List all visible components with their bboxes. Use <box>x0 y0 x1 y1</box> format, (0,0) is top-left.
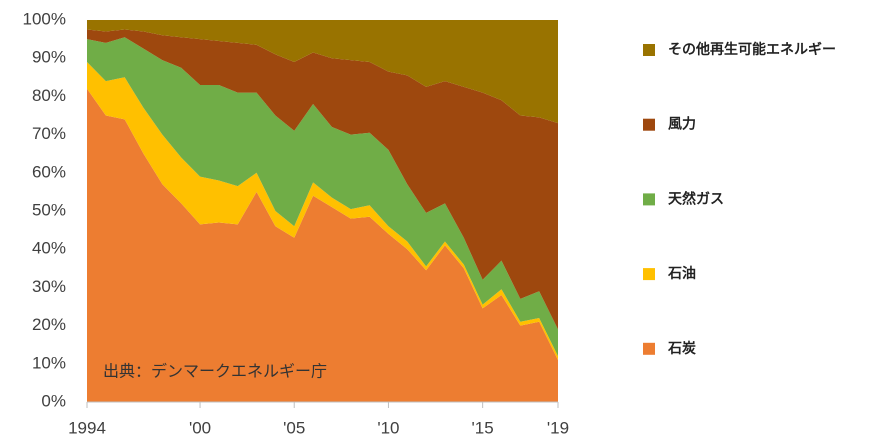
area <box>87 37 558 357</box>
y-tick-label: 20% <box>32 315 66 334</box>
y-tick-label: 0% <box>41 391 66 410</box>
x-tick-label: '05 <box>283 418 305 437</box>
y-tick-label: 40% <box>32 239 66 258</box>
x-tick-label: '10 <box>377 418 399 437</box>
x-tick-label: '00 <box>189 418 211 437</box>
y-tick-label: 60% <box>32 162 66 181</box>
legend-label: 風力 <box>668 116 696 133</box>
legend-swatch <box>643 342 655 355</box>
legend-label: 石炭 <box>667 340 696 357</box>
annotation: 出典：デンマークエネルギー庁 <box>103 362 327 381</box>
y-tick-label: 100% <box>23 9 66 28</box>
y-tick-label: 90% <box>32 48 66 67</box>
legend-swatch <box>643 193 655 206</box>
y-tick-label: 80% <box>32 86 66 105</box>
y-tick-label: 70% <box>32 124 66 143</box>
legend-swatch <box>643 268 655 281</box>
legend-swatch <box>643 44 655 56</box>
legend-swatch <box>643 118 655 131</box>
legend-label: 石油 <box>667 265 696 282</box>
area <box>87 20 558 124</box>
legend-label: その他再生可能エネルギー <box>668 41 836 58</box>
x-tick-label: '15 <box>472 418 494 437</box>
legend-label: 天然ガス <box>668 190 724 207</box>
x-tick-label: '19 <box>547 418 569 437</box>
y-tick-label: 30% <box>32 277 66 296</box>
x-tick-label: 1994 <box>68 418 106 437</box>
y-tick-label: 10% <box>32 353 66 372</box>
y-tick-label: 50% <box>32 200 66 219</box>
area <box>87 29 558 330</box>
area <box>87 88 558 402</box>
